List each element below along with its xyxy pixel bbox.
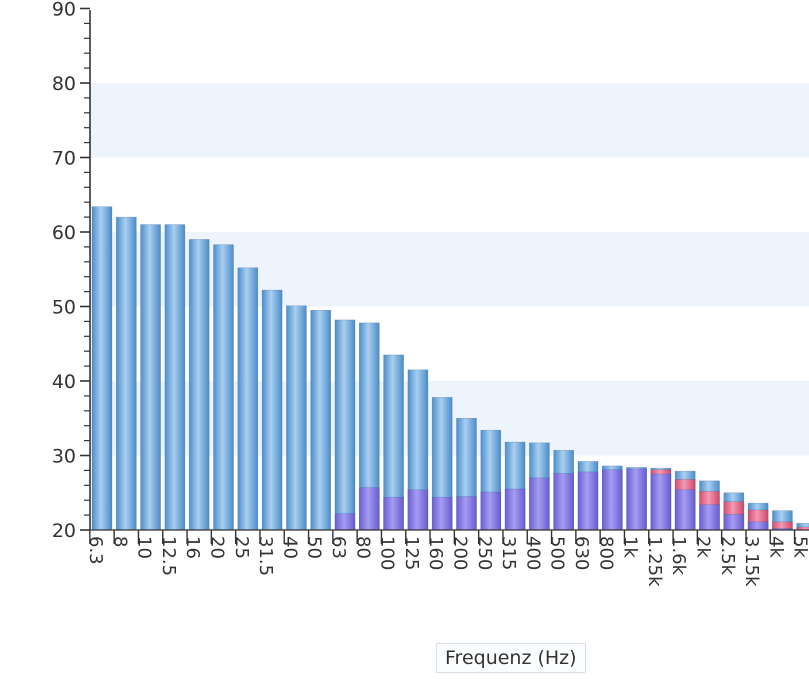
bar xyxy=(140,224,161,531)
x-tick-label: 8 xyxy=(109,536,130,547)
bar xyxy=(407,489,429,531)
x-tick-label: 50 xyxy=(304,536,325,559)
bar xyxy=(237,267,259,531)
bar xyxy=(650,473,672,531)
bar xyxy=(383,496,404,531)
x-tick-label: 5k xyxy=(790,536,809,558)
x-tick-label: 16 xyxy=(182,536,203,559)
bar xyxy=(164,224,186,531)
bar xyxy=(310,309,332,531)
bar xyxy=(601,469,623,531)
x-tick-label: 800 xyxy=(595,536,616,570)
y-tick-label: 80 xyxy=(52,73,76,95)
bar xyxy=(577,471,599,531)
x-tick-label: 125 xyxy=(401,536,422,570)
bar xyxy=(529,477,550,531)
bar xyxy=(334,513,356,531)
x-tick-label: 25 xyxy=(231,536,252,559)
x-tick-label: 3.15k xyxy=(741,536,762,587)
x-tick-label: 400 xyxy=(522,536,543,570)
y-tick-label: 30 xyxy=(52,446,76,468)
bar xyxy=(747,521,769,531)
y-tick-label: 70 xyxy=(52,148,76,170)
x-tick-label: 1.25k xyxy=(644,536,665,587)
y-tick-label: 50 xyxy=(52,297,76,319)
x-tick-label: 6.3 xyxy=(85,536,106,565)
bar xyxy=(431,496,453,531)
x-tick-label: 4k xyxy=(765,536,786,558)
y-tick-label: 60 xyxy=(52,222,76,244)
bar xyxy=(213,244,234,531)
x-tick-label: 40 xyxy=(279,536,300,559)
x-tick-label: 63 xyxy=(328,536,349,559)
grid-bands xyxy=(90,83,809,456)
x-tick-label: 200 xyxy=(450,536,471,570)
bar xyxy=(504,488,526,531)
x-tick-label: 315 xyxy=(498,536,519,570)
bar xyxy=(358,487,380,531)
bar xyxy=(188,239,210,531)
y-tick-label: 40 xyxy=(52,371,76,393)
x-tick-label: 160 xyxy=(425,536,446,570)
x-tick-label: 31.5 xyxy=(255,536,276,576)
bar xyxy=(723,514,745,531)
x-tick-label: 20 xyxy=(207,536,228,559)
y-tick-label: 90 xyxy=(52,0,76,21)
grid-band xyxy=(90,83,809,158)
x-tick-label: 500 xyxy=(547,536,568,570)
x-tick-label: 1k xyxy=(620,536,641,558)
bar xyxy=(456,496,477,531)
x-tick-label: 250 xyxy=(474,536,495,570)
bar xyxy=(553,473,575,531)
bar xyxy=(91,206,113,531)
y-tick-label: 20 xyxy=(52,520,76,542)
bar xyxy=(699,504,720,531)
bar xyxy=(626,468,647,531)
x-tick-label: 100 xyxy=(377,536,398,570)
bar xyxy=(674,489,696,531)
x-axis-title: Frequenz (Hz) xyxy=(436,643,586,673)
x-tick-label: 2.5k xyxy=(717,536,738,576)
bar xyxy=(116,216,137,531)
bar xyxy=(286,305,307,531)
x-tick-label: 10 xyxy=(134,536,155,559)
x-tick-label: 630 xyxy=(571,536,592,570)
x-tick-label: 12.5 xyxy=(158,536,179,576)
grid-band xyxy=(90,232,809,307)
bar xyxy=(480,491,502,531)
x-tick-label: 1.6k xyxy=(668,536,689,576)
x-tick-label: 80 xyxy=(352,536,373,559)
x-tick-label: 2k xyxy=(693,536,714,558)
bar xyxy=(261,289,283,531)
bar xyxy=(334,319,356,531)
